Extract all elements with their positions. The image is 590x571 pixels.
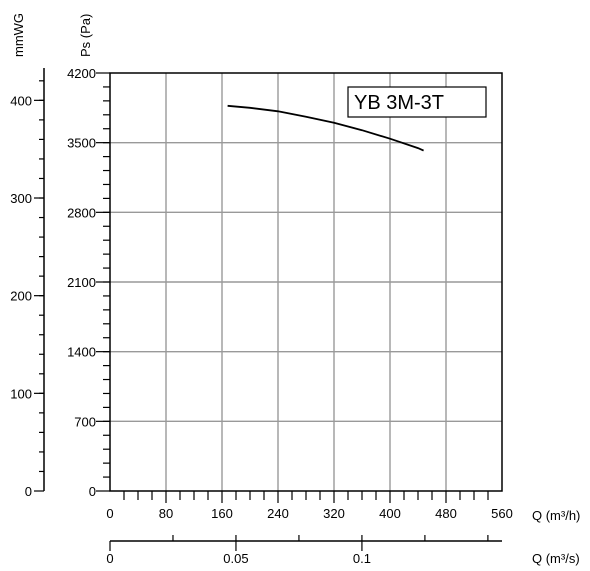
x-tick-label: 560	[491, 506, 513, 521]
y-secondary-tick-label: 100	[10, 386, 32, 401]
y-secondary-tick-label: 300	[10, 191, 32, 206]
x-primary-axis-title: Q (m³/h)	[532, 508, 580, 523]
x-tick-label: 480	[435, 506, 457, 521]
x-tick-label: 160	[211, 506, 233, 521]
y-tick-label: 2800	[67, 205, 96, 220]
x-secondary-tick-label: 0	[106, 551, 113, 566]
axes: 0 80 160 240 320 400 480 560 0 700 1400 2100 2800 350…	[10, 66, 513, 566]
x-tick-label: 240	[267, 506, 289, 521]
y-tick-label: 2100	[67, 275, 96, 290]
performance-curve	[227, 104, 424, 152]
y-secondary-tick-label: 200	[10, 289, 32, 304]
y-secondary-tick-label: 0	[25, 484, 32, 499]
x-tick-label: 80	[159, 506, 173, 521]
x-tick-label: 320	[323, 506, 345, 521]
y-tick-label: 4200	[67, 66, 96, 81]
x-secondary-tick-label: 0.05	[223, 551, 248, 566]
model-label-box	[347, 86, 487, 118]
y-secondary-tick-label: 400	[10, 93, 32, 108]
x-tick-label: 400	[379, 506, 401, 521]
y-tick-label: 700	[74, 414, 96, 429]
x-tick-label: 0	[106, 506, 113, 521]
performance-curves	[227, 104, 424, 152]
model-label: YB 3M-3T	[354, 92, 444, 114]
y-tick-label: 1400	[67, 345, 96, 360]
labels: mmWG Ps (Pa) Q (m³/h) Q (m³/s) YB 3M-3T	[11, 13, 580, 566]
y-tick-label: 3500	[67, 136, 96, 151]
y-primary-axis-title: Ps (Pa)	[78, 14, 93, 57]
x-secondary-axis-title: Q (m³/s)	[532, 551, 580, 566]
y-secondary-axis-title: mmWG	[11, 13, 26, 57]
x-secondary-tick-label: 0.1	[353, 551, 371, 566]
y-tick-label: 0	[89, 484, 96, 499]
grid	[110, 73, 502, 491]
